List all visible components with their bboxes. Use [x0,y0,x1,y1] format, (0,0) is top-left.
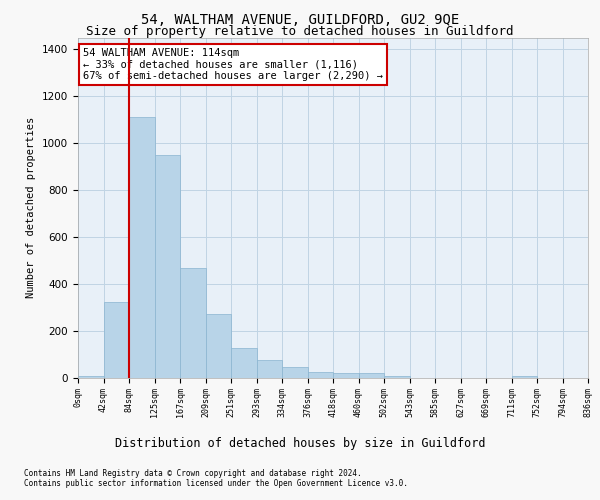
Text: Distribution of detached houses by size in Guildford: Distribution of detached houses by size … [115,438,485,450]
Bar [282,367,308,378]
Bar [129,117,155,378]
Bar [333,373,359,378]
Text: Size of property relative to detached houses in Guildford: Size of property relative to detached ho… [86,25,514,38]
Bar [359,373,384,378]
Bar [511,376,537,378]
Text: 54, WALTHAM AVENUE, GUILDFORD, GU2 9QE: 54, WALTHAM AVENUE, GUILDFORD, GU2 9QE [141,12,459,26]
Bar [104,302,129,378]
Bar [231,348,257,378]
Text: Contains public sector information licensed under the Open Government Licence v3: Contains public sector information licen… [24,478,408,488]
Bar [155,154,180,378]
Bar [78,376,104,378]
Bar [180,268,205,378]
Text: Contains HM Land Registry data © Crown copyright and database right 2024.: Contains HM Land Registry data © Crown c… [24,468,362,477]
Bar [384,376,409,378]
Bar [257,360,282,378]
Y-axis label: Number of detached properties: Number of detached properties [26,117,37,298]
Bar [205,314,231,378]
Text: 54 WALTHAM AVENUE: 114sqm
← 33% of detached houses are smaller (1,116)
67% of se: 54 WALTHAM AVENUE: 114sqm ← 33% of detac… [83,48,383,81]
Bar [308,372,333,378]
